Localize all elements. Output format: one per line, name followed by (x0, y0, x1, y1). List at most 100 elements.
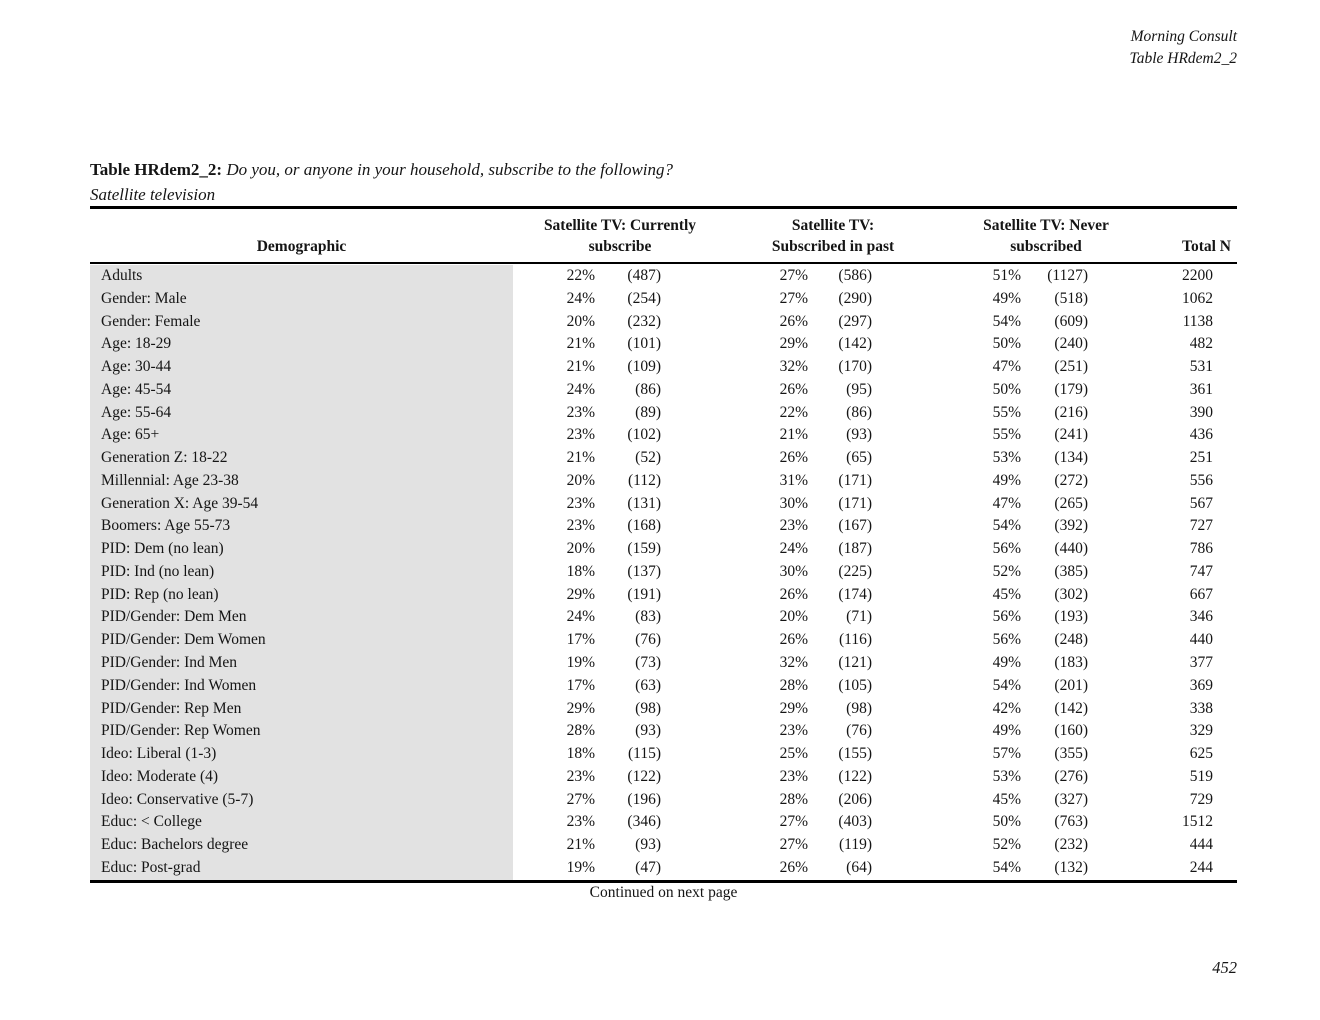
pct-currently-subscribe: 29% (566, 585, 595, 603)
total-n: 1138 (1182, 312, 1213, 330)
n-never-subscribed: (134) (1054, 449, 1088, 467)
pct-subscribed-past: 30% (779, 562, 808, 580)
pct-subscribed-past: 30% (779, 494, 808, 512)
total-n: 361 (1189, 380, 1213, 398)
column-header-subscribed-in-past: Satellite TV: Subscribed in past (727, 215, 939, 262)
n-currently-subscribe: (83) (635, 608, 661, 626)
pct-currently-subscribe: 17% (566, 631, 595, 649)
column-header-line: Subscribed in past (771, 238, 895, 255)
doc-header-table-ref: Table HRdem2_2 (1129, 50, 1238, 67)
n-subscribed-past: (98) (846, 699, 872, 717)
pct-subscribed-past: 32% (779, 358, 808, 376)
table-row: Educ: Bachelors degree 21% (93) 27% (119) 52%… (90, 834, 1237, 857)
column-header-line: subscribe (588, 238, 652, 255)
pct-never-subscribed: 55% (992, 403, 1021, 421)
total-n: 482 (1189, 335, 1213, 353)
pct-currently-subscribe: 21% (566, 449, 595, 467)
total-n: 667 (1189, 585, 1213, 603)
pct-never-subscribed: 52% (992, 836, 1021, 854)
pct-currently-subscribe: 19% (566, 654, 595, 672)
pct-subscribed-past: 22% (779, 403, 808, 421)
pct-never-subscribed: 54% (992, 312, 1021, 330)
total-n: 1512 (1182, 813, 1213, 831)
n-subscribed-past: (171) (838, 494, 872, 512)
total-n: 531 (1189, 358, 1213, 376)
n-never-subscribed: (272) (1054, 471, 1088, 489)
total-n: 519 (1189, 767, 1213, 785)
pct-currently-subscribe: 24% (566, 608, 595, 626)
n-currently-subscribe: (76) (635, 631, 661, 649)
table-row: Ideo: Moderate (4) 23% (122) 23% (122) 53% (27… (90, 765, 1237, 789)
total-n: 727 (1189, 517, 1213, 535)
pct-currently-subscribe: 21% (566, 836, 595, 854)
pct-subscribed-past: 23% (779, 722, 808, 740)
demographic-label: Educ: Post-grad (90, 856, 513, 880)
pct-currently-subscribe: 18% (566, 562, 595, 580)
table-row: Ideo: Liberal (1-3) 18% (115) 25% (155) 57% (3… (90, 743, 1237, 766)
total-n: 338 (1189, 699, 1213, 717)
demographic-label: PID/Gender: Rep Men (90, 697, 513, 721)
demographic-label: PID/Gender: Dem Women (90, 629, 513, 653)
pct-never-subscribed: 50% (992, 813, 1021, 831)
table-top-rule (90, 206, 1237, 209)
pct-never-subscribed: 56% (992, 608, 1021, 626)
pct-currently-subscribe: 21% (566, 335, 595, 353)
n-never-subscribed: (232) (1054, 836, 1088, 854)
table-row: Age: 18-29 21% (101) 29% (142) 50% (240) 482 (90, 333, 1237, 357)
n-never-subscribed: (201) (1054, 676, 1088, 694)
pct-never-subscribed: 51% (992, 267, 1021, 284)
n-subscribed-past: (297) (838, 312, 872, 330)
n-currently-subscribe: (159) (627, 540, 661, 558)
pct-never-subscribed: 42% (992, 699, 1021, 717)
pct-never-subscribed: 56% (992, 631, 1021, 649)
table-row: Boomers: Age 55-73 23% (168) 23% (167) 54% (39… (90, 515, 1237, 539)
table-row: Millennial: Age 23-38 20% (112) 31% (171) 49%… (90, 469, 1237, 493)
n-subscribed-past: (290) (838, 289, 872, 307)
n-never-subscribed: (132) (1054, 858, 1088, 876)
total-n: 729 (1189, 790, 1213, 808)
table-row: Generation X: Age 39-54 23% (131) 30% (171) 4… (90, 492, 1237, 516)
pct-currently-subscribe: 20% (566, 540, 595, 558)
n-currently-subscribe: (168) (627, 517, 661, 535)
pct-subscribed-past: 26% (779, 858, 808, 876)
n-currently-subscribe: (254) (627, 289, 661, 307)
demographic-label: Age: 65+ (90, 424, 513, 448)
pct-never-subscribed: 49% (992, 471, 1021, 489)
pct-subscribed-past: 27% (779, 289, 808, 307)
pct-never-subscribed: 50% (992, 380, 1021, 398)
n-currently-subscribe: (93) (635, 836, 661, 854)
pct-currently-subscribe: 23% (566, 813, 595, 831)
pct-never-subscribed: 47% (992, 358, 1021, 376)
pct-subscribed-past: 21% (779, 426, 808, 444)
pct-never-subscribed: 57% (992, 745, 1021, 763)
demographic-label: Age: 18-29 (90, 333, 513, 357)
table-body: Adults 22% (487) 27% (586) 51% (1127) 2200 Gende… (90, 265, 1237, 880)
n-currently-subscribe: (63) (635, 676, 661, 694)
demographic-label: PID/Gender: Rep Women (90, 720, 513, 744)
pct-never-subscribed: 54% (992, 676, 1021, 694)
pct-currently-subscribe: 24% (566, 380, 595, 398)
pct-currently-subscribe: 23% (566, 517, 595, 535)
n-never-subscribed: (392) (1054, 517, 1088, 535)
pct-never-subscribed: 53% (992, 449, 1021, 467)
total-n: 786 (1189, 540, 1213, 558)
n-never-subscribed: (327) (1054, 790, 1088, 808)
n-currently-subscribe: (137) (627, 562, 661, 580)
total-n: 567 (1189, 494, 1213, 512)
pct-never-subscribed: 50% (992, 335, 1021, 353)
n-never-subscribed: (609) (1054, 312, 1088, 330)
pct-never-subscribed: 47% (992, 494, 1021, 512)
pct-subscribed-past: 25% (779, 745, 808, 763)
n-currently-subscribe: (232) (627, 312, 661, 330)
column-header-line: Satellite TV: (791, 217, 875, 234)
n-subscribed-past: (206) (838, 790, 872, 808)
total-n: 329 (1189, 722, 1213, 740)
n-currently-subscribe: (47) (635, 858, 661, 876)
pct-subscribed-past: 26% (779, 380, 808, 398)
n-never-subscribed: (193) (1054, 608, 1088, 626)
n-currently-subscribe: (131) (627, 494, 661, 512)
column-header-line: Satellite TV: Currently (543, 217, 697, 234)
pct-currently-subscribe: 23% (566, 494, 595, 512)
total-n: 440 (1189, 631, 1213, 649)
